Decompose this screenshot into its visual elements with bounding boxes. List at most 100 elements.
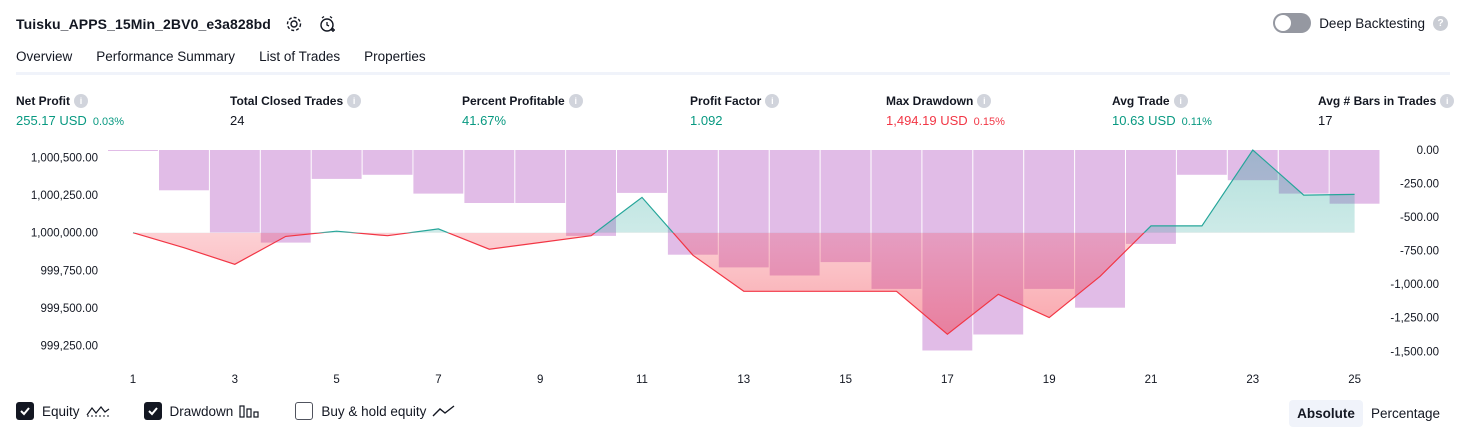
metric-net-profit: Net Profit i 255.17 USD 0.03% <box>16 94 124 128</box>
x-axis-tick: 15 <box>839 374 852 386</box>
left-axis: 1,000,500.00 1,000,250.00 1,000,000.00 999,… <box>31 153 98 353</box>
x-axis-tick: 17 <box>941 374 954 386</box>
metric-label: Net Profit <box>16 94 70 108</box>
checkbox-checked-icon[interactable] <box>16 402 34 420</box>
drawdown-bar <box>515 150 566 203</box>
tab-overview[interactable]: Overview <box>16 46 73 75</box>
equity-line <box>132 149 1355 335</box>
drawdown-bar <box>209 150 260 233</box>
drawdown-bar <box>108 150 158 151</box>
metric-label: Max Drawdown <box>886 94 974 108</box>
drawdown-bar <box>362 150 413 175</box>
alarm-clock-plus-icon[interactable] <box>317 13 339 35</box>
deep-backtesting-label: Deep Backtesting <box>1319 15 1425 31</box>
left-axis-tick: 1,000,250.00 <box>31 190 98 202</box>
question-icon[interactable]: ? <box>1433 15 1448 31</box>
metric-percent-profitable: Percent Profitable i 41.67% <box>462 94 583 128</box>
info-icon[interactable]: i <box>1440 94 1455 108</box>
metric-pct: 0.11% <box>1181 116 1212 128</box>
info-icon[interactable]: i <box>347 94 362 108</box>
x-axis-tick: 1 <box>130 374 136 386</box>
drawdown-bar <box>1176 150 1227 175</box>
metric-value: 1,494.19 USD <box>886 113 968 128</box>
metric-value: 1.092 <box>690 113 723 128</box>
toggle-label: Buy & hold equity <box>321 403 427 419</box>
equity-area-below <box>133 232 1355 335</box>
checkbox-checked-icon[interactable] <box>143 402 162 420</box>
chart-svg: 1,000,500.00 1,000,250.00 1,000,000.00 999,… <box>31 145 1439 386</box>
metric-max-drawdown: Max Drawdown i 1,494.19 USD 0.15% <box>886 94 1005 128</box>
metric-pct: 0.03% <box>92 116 125 128</box>
drawdown-bar <box>311 150 362 179</box>
left-axis-tick: 999,750.00 <box>40 265 98 277</box>
metric-pct: 0.15% <box>973 116 1005 128</box>
metric-avg-trade: Avg Trade i 10.63 USD 0.11% <box>1112 94 1212 128</box>
drawdown-bar <box>413 150 464 194</box>
right-axis-tick: 0.00 <box>1417 145 1439 157</box>
tab-performance-summary[interactable]: Performance Summary <box>96 49 236 64</box>
metrics-row: Net Profit i 255.17 USD 0.03% Total Closed… <box>0 94 1466 134</box>
metric-label: Avg # Bars in Trades <box>1318 94 1437 108</box>
left-axis-tick: 1,000,500.00 <box>31 153 98 165</box>
deep-backtesting-toggle[interactable] <box>1273 13 1312 33</box>
deep-backtesting: Deep Backtesting ? <box>1273 13 1448 33</box>
metric-label: Avg Trade <box>1112 94 1170 108</box>
tab-list-of-trades[interactable]: List of Trades <box>259 49 341 64</box>
equity-line-icon <box>86 404 110 418</box>
info-icon[interactable]: i <box>765 94 780 108</box>
buy-hold-line-icon <box>432 404 456 418</box>
x-axis: 1 3 5 7 9 11 13 15 17 19 21 23 25 <box>130 374 1361 386</box>
metric-value: 24 <box>230 113 245 128</box>
strategy-title: Tuisku_APPS_15Min_2BV0_e3a828bd <box>16 16 271 32</box>
metric-avg-bars-in-trades: Avg # Bars in Trades i 17 <box>1318 94 1455 128</box>
metric-value: 41.67% <box>462 113 507 128</box>
toggle-equity[interactable]: Equity <box>16 402 110 420</box>
tab-bar: Overview Performance Summary List of Tra… <box>16 46 426 75</box>
right-axis-tick: -1,250.00 <box>1390 313 1439 325</box>
equity-area <box>133 150 1355 335</box>
right-axis-tick: -250.00 <box>1400 179 1439 191</box>
equity-chart: 1,000,500.00 1,000,250.00 1,000,000.00 999,… <box>0 140 1466 400</box>
mode-absolute-button[interactable]: Absolute <box>1289 400 1363 427</box>
gear-icon[interactable] <box>283 13 305 35</box>
metric-value: 255.17 USD <box>16 113 87 128</box>
equity-area-above <box>322 150 1355 233</box>
toggle-label: Drawdown <box>169 403 234 419</box>
x-axis-tick: 9 <box>537 374 543 386</box>
metric-label: Profit Factor <box>690 94 762 108</box>
x-axis-tick: 7 <box>435 374 441 386</box>
value-mode-switch: Absolute Percentage <box>1289 400 1448 427</box>
metric-total-closed-trades: Total Closed Trades i 24 <box>230 94 362 128</box>
tab-properties[interactable]: Properties <box>364 49 426 64</box>
checkbox-unchecked-icon[interactable] <box>295 402 314 420</box>
x-axis-tick: 3 <box>232 374 238 386</box>
tabs-divider <box>16 72 1450 75</box>
info-icon[interactable]: i <box>74 94 88 108</box>
right-axis-tick: -500.00 <box>1400 212 1439 224</box>
info-icon[interactable]: i <box>1173 94 1188 108</box>
drawdown-bar <box>159 150 209 191</box>
metric-label: Total Closed Trades <box>230 94 344 108</box>
info-icon[interactable]: i <box>568 94 583 108</box>
drawdown-bar <box>464 150 515 203</box>
drawdown-bar <box>617 150 667 193</box>
right-axis-tick: -1,500.00 <box>1390 346 1439 358</box>
metric-value: 17 <box>1318 113 1333 128</box>
left-axis-tick: 1,000,000.00 <box>31 228 98 240</box>
info-icon[interactable]: i <box>977 94 992 108</box>
drawdown-bars-icon <box>239 404 261 418</box>
metric-profit-factor: Profit Factor i 1.092 <box>690 94 780 128</box>
x-axis-tick: 13 <box>737 374 750 386</box>
left-axis-tick: 999,500.00 <box>40 303 98 315</box>
mode-percentage-button[interactable]: Percentage <box>1370 406 1440 421</box>
drawdown-bar <box>260 150 311 243</box>
drawdown-bar <box>566 150 616 236</box>
x-axis-tick: 11 <box>636 374 648 386</box>
x-axis-tick: 21 <box>1145 374 1158 386</box>
metric-label: Percent Profitable <box>462 94 565 108</box>
toggle-drawdown[interactable]: Drawdown <box>143 402 262 420</box>
toggle-buy-hold-equity[interactable]: Buy & hold equity <box>295 402 456 420</box>
equity-line-above <box>133 149 1355 233</box>
left-axis-tick: 999,250.00 <box>40 340 98 352</box>
x-axis-tick: 23 <box>1246 374 1259 386</box>
